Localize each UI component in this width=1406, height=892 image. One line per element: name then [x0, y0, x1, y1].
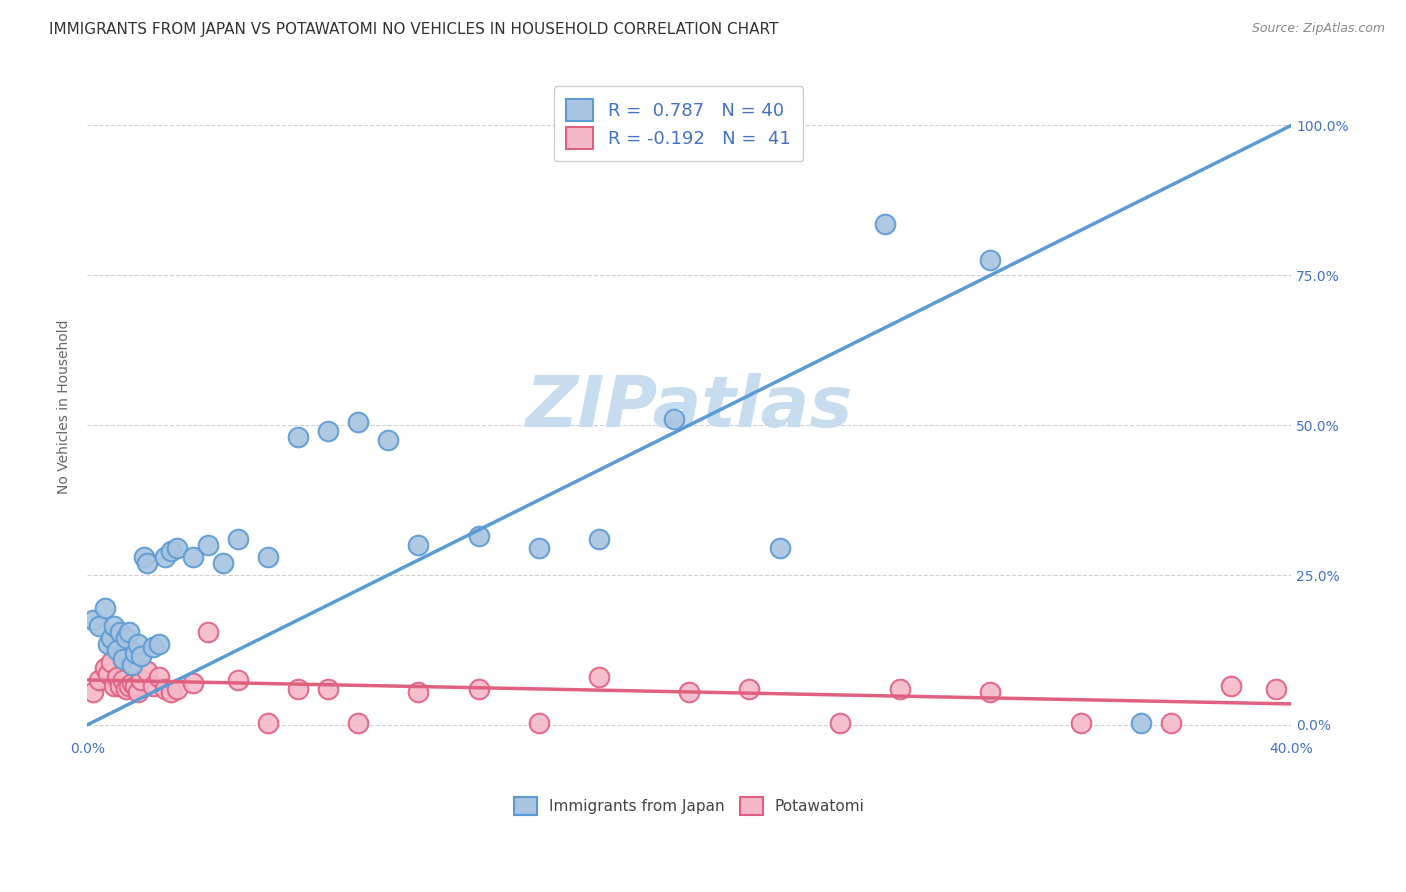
Point: [105, 670, 128, 684]
Point: [287, 430, 309, 444]
Point: [112, 673, 135, 687]
Point: [181, 549, 204, 564]
Point: [148, 637, 170, 651]
Point: [527, 716, 550, 731]
Point: [127, 685, 149, 699]
Text: ZIPatlas: ZIPatlas: [526, 373, 853, 442]
Point: [136, 664, 159, 678]
Point: [89, 673, 111, 687]
Point: [226, 673, 249, 687]
Point: [127, 637, 149, 651]
Point: [256, 549, 278, 564]
Point: [1129, 716, 1152, 731]
Point: [105, 643, 128, 657]
Point: [408, 685, 430, 699]
Text: Source: ZipAtlas.com: Source: ZipAtlas.com: [1251, 22, 1385, 36]
Point: [97, 667, 120, 681]
Point: [160, 544, 183, 558]
Point: [1070, 716, 1092, 731]
Point: [588, 670, 610, 684]
Point: [89, 619, 111, 633]
Point: [94, 661, 117, 675]
Point: [115, 631, 138, 645]
Point: [211, 556, 233, 570]
Point: [377, 433, 399, 447]
Point: [588, 532, 610, 546]
Point: [155, 681, 177, 696]
Point: [678, 685, 700, 699]
Point: [1160, 716, 1182, 731]
Y-axis label: No Vehicles in Household: No Vehicles in Household: [58, 320, 72, 494]
Point: [316, 424, 339, 438]
Point: [347, 716, 370, 731]
Point: [979, 685, 1001, 699]
Point: [124, 646, 146, 660]
Point: [226, 532, 249, 546]
Text: IMMIGRANTS FROM JAPAN VS POTAWATOMI NO VEHICLES IN HOUSEHOLD CORRELATION CHART: IMMIGRANTS FROM JAPAN VS POTAWATOMI NO V…: [49, 22, 779, 37]
Point: [316, 681, 339, 696]
Point: [94, 601, 117, 615]
Point: [97, 637, 120, 651]
Point: [768, 541, 790, 555]
Legend: Immigrants from Japan, Potawatomi: Immigrants from Japan, Potawatomi: [508, 790, 870, 822]
Point: [136, 556, 159, 570]
Point: [100, 631, 122, 645]
Point: [467, 681, 489, 696]
Point: [873, 217, 896, 231]
Point: [118, 679, 141, 693]
Point: [467, 529, 489, 543]
Point: [82, 685, 104, 699]
Point: [115, 681, 138, 696]
Point: [100, 655, 122, 669]
Point: [103, 619, 125, 633]
Point: [148, 670, 170, 684]
Point: [347, 415, 370, 429]
Point: [256, 716, 278, 731]
Point: [828, 716, 851, 731]
Point: [131, 648, 153, 663]
Point: [124, 679, 146, 693]
Point: [110, 679, 132, 693]
Point: [408, 538, 430, 552]
Point: [142, 640, 165, 654]
Point: [979, 253, 1001, 268]
Point: [664, 412, 686, 426]
Point: [197, 538, 219, 552]
Point: [889, 681, 911, 696]
Point: [112, 652, 135, 666]
Point: [1265, 681, 1288, 696]
Point: [134, 549, 156, 564]
Point: [527, 541, 550, 555]
Point: [118, 625, 141, 640]
Point: [181, 676, 204, 690]
Point: [121, 657, 143, 672]
Point: [1220, 679, 1243, 693]
Point: [287, 681, 309, 696]
Point: [121, 676, 143, 690]
Point: [160, 685, 183, 699]
Point: [738, 681, 761, 696]
Point: [166, 681, 188, 696]
Point: [142, 679, 165, 693]
Point: [155, 549, 177, 564]
Point: [110, 625, 132, 640]
Point: [197, 625, 219, 640]
Point: [82, 613, 104, 627]
Point: [166, 541, 188, 555]
Point: [103, 679, 125, 693]
Point: [131, 673, 153, 687]
